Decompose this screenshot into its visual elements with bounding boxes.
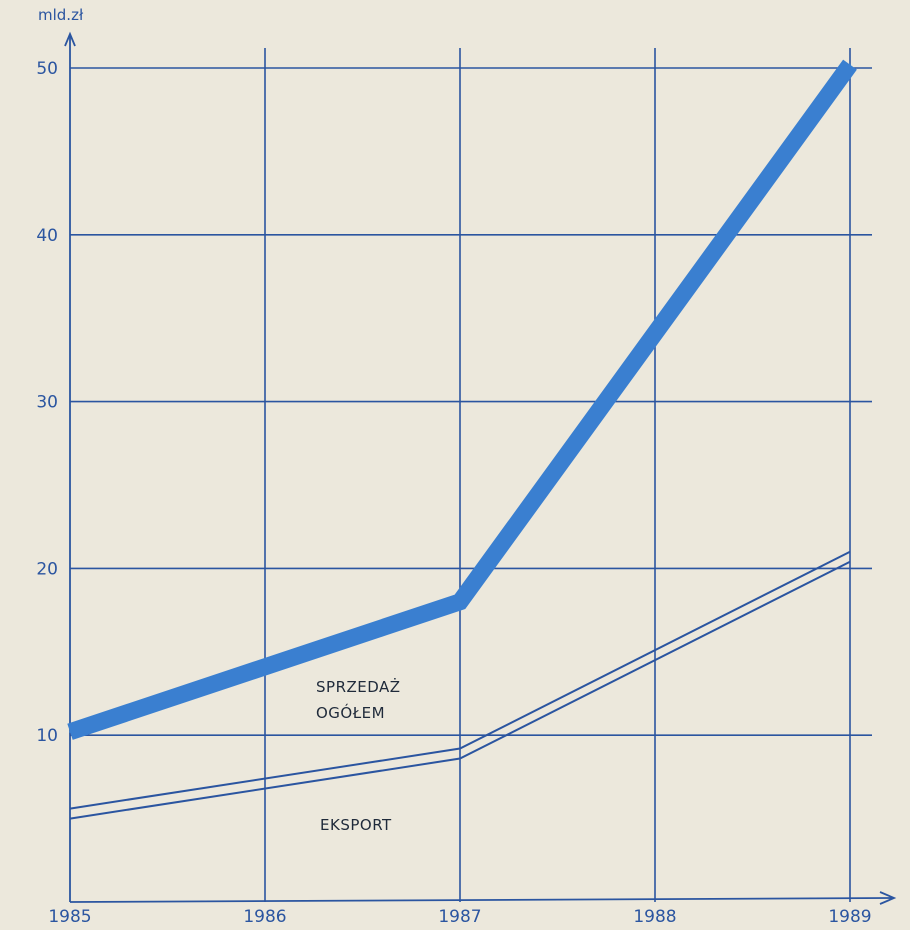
y-tick-label: 50	[36, 59, 58, 79]
y-tick-label: 30	[36, 393, 58, 413]
x-tick-label: 1986	[243, 907, 286, 927]
y-axis-arrow	[64, 31, 76, 47]
series-label: EKSPORT	[320, 816, 392, 834]
data-point	[849, 556, 851, 558]
y-tick-label: 20	[36, 559, 58, 579]
data-point	[459, 600, 461, 603]
x-tick-label: 1985	[48, 907, 91, 927]
series-line-eksport-lower	[69, 560, 851, 820]
y-axis-unit-label: mld.zł	[38, 6, 84, 24]
series-line-eksport-upper	[69, 550, 851, 810]
labels-layer: 10 20 30 40 50 1985 1986 1987 1988 1989 mld.zł SPRZ…	[36, 6, 871, 927]
x-tick-label: 1989	[828, 907, 871, 927]
data-point	[69, 730, 71, 733]
series-label: SPRZEDAŻ	[316, 677, 401, 696]
axes	[64, 31, 897, 905]
data-point	[459, 753, 461, 755]
x-axis-arrow	[879, 891, 897, 905]
y-tick-label: 40	[36, 226, 58, 246]
grid	[70, 48, 872, 902]
x-tick-label: 1988	[633, 907, 676, 927]
series-label: OGÓŁEM	[316, 703, 385, 722]
y-tick-label: 10	[36, 726, 58, 746]
data-point	[849, 63, 851, 66]
x-axis	[69, 897, 893, 903]
series-layer	[67, 59, 857, 820]
data-point	[69, 813, 71, 815]
x-tick-label: 1987	[438, 907, 481, 927]
